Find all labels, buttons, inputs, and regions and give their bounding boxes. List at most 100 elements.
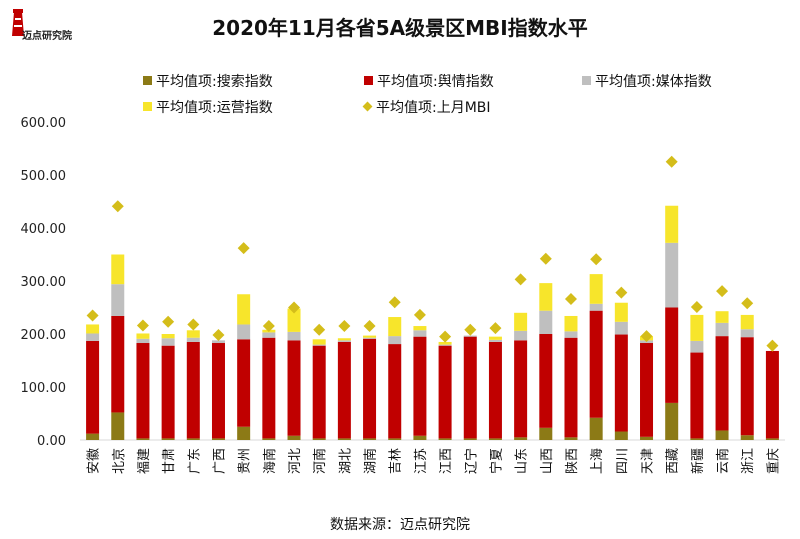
bar-segment: [765, 438, 779, 440]
bar-segment: [438, 438, 452, 440]
x-tick-label: 西藏: [666, 448, 681, 474]
bar-segment: [690, 340, 704, 353]
bar-segment: [564, 337, 578, 438]
bar-segment: [363, 438, 377, 440]
x-tick-label: 海南: [262, 448, 278, 474]
bar-segment: [312, 344, 326, 346]
y-tick-label: 600.00: [21, 116, 67, 131]
bar-segment: [665, 205, 679, 243]
bar-segment: [614, 321, 628, 335]
logo-text: 迈点研究院: [22, 31, 72, 42]
bar-segment: [438, 344, 452, 346]
bar-segment: [665, 402, 679, 440]
chart-title: 2020年11月各省5A级景区MBI指数水平: [212, 16, 588, 40]
x-tick-label: 广西: [212, 448, 227, 474]
mbi-marker: [439, 330, 452, 343]
y-tick-label: 300.00: [21, 275, 67, 290]
bar-segment: [337, 338, 351, 341]
x-tick-label: 四川: [615, 448, 630, 474]
bar-segment: [262, 332, 276, 338]
bar-segment: [539, 310, 553, 334]
mbi-marker: [640, 330, 653, 343]
bar-segment: [388, 438, 402, 440]
x-tick-label: 浙江: [741, 448, 756, 474]
mbi-marker: [288, 301, 301, 314]
mbi-marker: [136, 319, 149, 332]
lighthouse-icon: [12, 9, 24, 36]
x-tick-label: 河北: [288, 448, 303, 474]
bar-segment: [86, 433, 100, 440]
mbi-marker: [111, 200, 124, 213]
bar-segment: [161, 345, 175, 439]
bar-segment: [211, 438, 225, 440]
bar-segment: [287, 435, 301, 440]
bar-segment: [539, 283, 553, 311]
bar-segment: [589, 303, 603, 311]
bar-segment: [111, 315, 125, 413]
legend-item-mbi: 平均值项:上月MBI: [362, 97, 491, 117]
bar-segment: [287, 308, 301, 332]
bar-segment: [186, 438, 200, 440]
bar-segment: [211, 340, 225, 344]
bar-segment: [463, 336, 477, 439]
x-tick-label: 天津: [641, 448, 656, 474]
y-tick-label: 400.00: [21, 222, 67, 237]
bar-segment: [161, 438, 175, 440]
y-tick-label: 500.00: [21, 169, 67, 184]
bar-segment: [514, 437, 528, 440]
x-tick-label: 广东: [187, 448, 202, 474]
bar-segment: [237, 294, 251, 325]
y-tick-label: 200.00: [21, 328, 67, 343]
bar-segment: [640, 436, 654, 440]
mbi-marker: [690, 300, 703, 313]
bar-segment: [514, 330, 528, 341]
mbi-marker: [464, 323, 477, 336]
bar-segment: [237, 324, 251, 340]
bar-segment: [463, 438, 477, 440]
x-tick-label: 河南: [312, 448, 328, 474]
bar-segment: [111, 412, 125, 440]
legend-swatch-search: [143, 76, 152, 85]
bar-segment: [111, 284, 125, 316]
mbi-marker: [338, 320, 351, 333]
bar-segment: [388, 336, 402, 345]
legend-swatch-ops: [143, 102, 152, 111]
bar-segment: [388, 317, 402, 337]
bar-segment: [690, 352, 704, 439]
legend-label-search: 平均值项:搜索指数: [156, 74, 273, 90]
bar-segment: [262, 438, 276, 440]
bar-segment: [715, 322, 729, 337]
bar-segment: [715, 430, 729, 440]
x-tick-label: 山西: [540, 448, 555, 474]
bar-segment: [186, 330, 200, 338]
bar-segment: [413, 330, 427, 337]
bar-segment: [211, 343, 225, 439]
brand-logo: [6, 8, 76, 44]
bar-segment: [564, 331, 578, 338]
legend-swatch-media: [582, 76, 591, 85]
bar-segment: [161, 334, 175, 339]
bar-segment: [237, 339, 251, 427]
x-tick-label: 宁夏: [488, 448, 504, 474]
bar-segment: [136, 343, 150, 439]
x-tick-label: 湖南: [363, 448, 379, 474]
bar-segment: [614, 302, 628, 322]
bar-segment: [111, 254, 125, 285]
mbi-marker: [187, 318, 200, 331]
x-tick-label: 福建: [137, 448, 152, 474]
bar-segment: [488, 339, 502, 342]
bar-segment: [136, 333, 150, 339]
mbi-marker: [363, 320, 376, 333]
legend-item-public: 平均值项:舆情指数: [364, 71, 494, 91]
mbi-marker: [564, 293, 577, 306]
bar-segment: [86, 340, 100, 434]
mbi-marker: [615, 286, 628, 299]
bar-segment: [715, 336, 729, 431]
legend-label-ops: 平均值项:运营指数: [156, 100, 273, 116]
bar-segment: [363, 335, 377, 338]
bar-segment: [312, 438, 326, 440]
bar-segment: [262, 337, 276, 439]
x-tick-label: 重庆: [765, 448, 781, 474]
legend-label-mbi: 平均值项:上月MBI: [376, 100, 491, 116]
